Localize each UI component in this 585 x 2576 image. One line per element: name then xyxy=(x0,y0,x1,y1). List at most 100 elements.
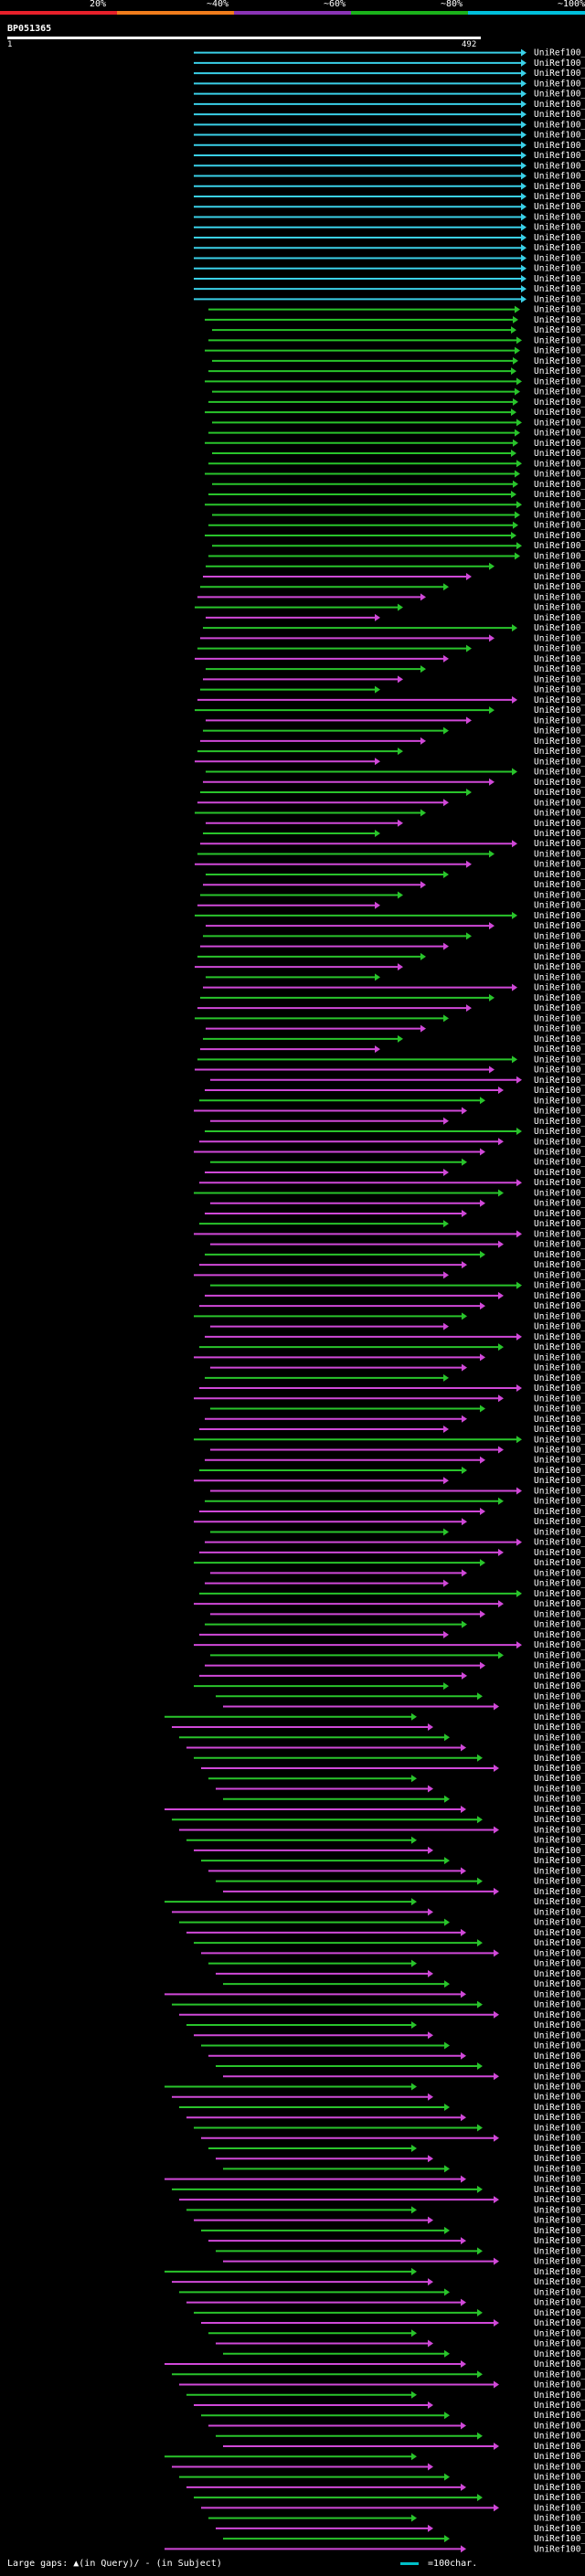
hit-label[interactable]: UniRef100_B4K0J9 xyxy=(534,1332,585,1342)
hit-label[interactable]: UniRef100_Q7NDB0 xyxy=(534,2514,585,2524)
hit-label[interactable]: UniRef100_C1FIP2 xyxy=(534,223,585,233)
hit-label[interactable]: UniRef100_B6G0D9 xyxy=(534,880,585,890)
hit-label[interactable]: UniRef100_B0CT11 xyxy=(534,1486,585,1496)
hit-label[interactable]: UniRef100_Q4DPF3 xyxy=(534,1579,585,1589)
hit-label[interactable]: UniRef100_C5DI68 xyxy=(534,2277,585,2287)
hit-label[interactable]: UniRef100_Q8YSD6 xyxy=(534,1836,585,1846)
hit-label[interactable]: UniRef100_Q7NJ67 xyxy=(534,2503,585,2513)
hit-label[interactable]: UniRef100_C5JIP0 xyxy=(534,788,585,798)
hit-label[interactable]: UniRef100_A6VSU6 xyxy=(534,1805,585,1815)
hit-label[interactable]: UniRef100_C4YB12 xyxy=(534,2287,585,2297)
hit-label[interactable]: UniRef100_UP1000... xyxy=(534,1373,585,1383)
hit-label[interactable]: UniRef100_Q4X1K0 xyxy=(534,551,585,561)
hit-label[interactable]: UniRef100_A7E2D7 xyxy=(534,664,585,674)
hit-label[interactable]: UniRef100_Q6FIC0 xyxy=(534,2257,585,2267)
hit-label[interactable]: UniRef100_C1G5K1 xyxy=(534,685,585,695)
hit-label[interactable]: UniRef100_Q8VMU3 xyxy=(534,1650,585,1660)
hit-label[interactable]: UniRef100_A6CLD9 xyxy=(534,2195,585,2205)
hit-label[interactable]: UniRef100_Q5EEV4 xyxy=(534,2452,585,2462)
hit-label[interactable]: UniRef100_A5E0N2 xyxy=(534,2093,585,2103)
hit-label[interactable]: UniRef100_Q0VPY4 xyxy=(534,1979,585,1989)
hit-label[interactable]: UniRef100_C4QH31 xyxy=(534,1363,585,1373)
hit-label[interactable]: UniRef100_Q1HAZ4 xyxy=(534,1497,585,1507)
hit-label[interactable]: UniRef100_A5DJR7 xyxy=(534,459,585,469)
hit-label[interactable]: UniRef100_Q8TRS3 xyxy=(534,1527,585,1537)
hit-label[interactable]: UniRef100_Q0IFE5 xyxy=(534,1322,585,1332)
hit-label[interactable]: UniRef100_C1LYT5 xyxy=(534,2154,585,2164)
hit-label[interactable]: UniRef100_UP1000... xyxy=(534,1394,585,1404)
hit-label[interactable]: UniRef100_B8C1D3 xyxy=(534,716,585,726)
hit-label[interactable]: UniRef100_B4W7Y0 xyxy=(534,1558,585,1568)
hit-label[interactable]: UniRef100_UP1000... xyxy=(534,1907,585,1917)
hit-label[interactable]: UniRef100_O74184 xyxy=(534,315,585,325)
hit-label[interactable]: UniRef100_A7BQY9 xyxy=(534,2349,585,2359)
hit-label[interactable]: UniRef100_C4R4L4 xyxy=(534,1774,585,1784)
hit-label[interactable]: UniRef100_Q5I0B4 xyxy=(534,1044,585,1055)
hit-label[interactable]: UniRef100_C5GFV1 xyxy=(534,798,585,808)
hit-label[interactable]: UniRef100_Q6FST8 xyxy=(534,356,585,366)
hit-label[interactable]: UniRef100_C7DGZ0 xyxy=(534,2175,585,2185)
hit-label[interactable]: UniRef100_A6QU37 xyxy=(534,674,585,684)
hit-label[interactable]: UniRef100_C5G0D7 xyxy=(534,757,585,767)
hit-label[interactable]: UniRef100_Q0CT88 xyxy=(534,705,585,716)
hit-label[interactable]: UniRef100_Q6CN00 xyxy=(534,2359,585,2369)
hit-label[interactable]: UniRef100_A9S574 xyxy=(534,2041,585,2051)
hit-label[interactable]: UniRef100_A6S2T5 xyxy=(534,1887,585,1897)
hit-label[interactable]: UniRef100_C5M313 xyxy=(534,439,585,449)
hit-label[interactable]: UniRef100_UP1000... xyxy=(534,1147,585,1157)
hit-label[interactable]: UniRef100_Q7S9K7 xyxy=(534,1681,585,1691)
hit-label[interactable]: UniRef100_C1D7B8 xyxy=(534,2000,585,2010)
hit-label[interactable]: UniRef100_C0S9Q2 xyxy=(534,1948,585,1958)
hit-label[interactable]: UniRef100_C1GYN4 xyxy=(534,809,585,819)
hit-label[interactable]: UniRef100_C9HB80 xyxy=(534,1538,585,1548)
hit-label[interactable]: UniRef100_B8N7D5 xyxy=(534,849,585,859)
hit-label[interactable]: UniRef100_UP1000... xyxy=(534,2483,585,2493)
hit-label[interactable]: UniRef100_A5DND9 xyxy=(534,521,585,531)
hit-label[interactable]: UniRef100_Q9ECJ1 xyxy=(534,1178,585,1188)
hit-label[interactable]: UniRef100_B7PB41 xyxy=(534,1291,585,1301)
hit-label[interactable]: UniRef100_C0NVS2 xyxy=(534,819,585,829)
hit-label[interactable]: UniRef100_B4FXU1 xyxy=(534,100,585,110)
hit-label[interactable]: UniRef100_UP1000... xyxy=(534,726,585,737)
hit-label[interactable]: UniRef100_B4PWK7 xyxy=(534,1127,585,1137)
hit-label[interactable]: UniRef100_Q9W328 xyxy=(534,1219,585,1229)
hit-label[interactable]: UniRef100_B3QCC8 xyxy=(534,2062,585,2072)
hit-label[interactable]: UniRef100_B4WRJ6 xyxy=(534,2010,585,2020)
hit-label[interactable]: UniRef100_C1VJU5 xyxy=(534,2369,585,2380)
hit-label[interactable]: UniRef100_B8K3C3 xyxy=(534,1959,585,1969)
hit-label[interactable]: UniRef100_UP1000... xyxy=(534,1918,585,1928)
hit-label[interactable]: UniRef100_C5VXI9 xyxy=(534,294,585,304)
hit-label[interactable]: UniRef100_B8P4B0 xyxy=(534,1446,585,1456)
hit-label[interactable]: UniRef100_Q7S6B9 xyxy=(534,613,585,623)
hit-label[interactable]: UniRef100_A6ZF06 xyxy=(534,1733,585,1743)
hit-label[interactable]: UniRef100_UP1000... xyxy=(534,993,585,1003)
hit-label[interactable]: UniRef100_UP1000... xyxy=(534,1107,585,1117)
hit-label[interactable]: UniRef100_C5E4B8 xyxy=(534,335,585,345)
hit-label[interactable]: UniRef100_Q6PA72 xyxy=(534,1065,585,1076)
hit-label[interactable]: UniRef100_B9PSI9 xyxy=(534,2144,585,2154)
hit-label[interactable]: UniRef100_C4JTJ7 xyxy=(534,1024,585,1034)
hit-label[interactable]: UniRef100_C6XXY8 xyxy=(534,1989,585,1999)
hit-label[interactable]: UniRef100_E3KNS6 xyxy=(534,747,585,757)
hit-label[interactable]: UniRef100_B6K7N5 xyxy=(534,644,585,654)
hit-label[interactable]: UniRef100_Q4P3X7 xyxy=(534,942,585,952)
hit-label[interactable]: UniRef100_B2TY52 xyxy=(534,1352,585,1362)
hit-label[interactable]: UniRef100_B3NT57 xyxy=(534,1209,585,1219)
hit-label[interactable]: UniRef100_B0UL01 xyxy=(534,1640,585,1650)
hit-label[interactable]: UniRef100_Q2N7Z8 xyxy=(534,2051,585,2062)
hit-label[interactable]: UniRef100_UP1000... xyxy=(534,2103,585,2113)
hit-label[interactable]: UniRef100_B7FIZ0 xyxy=(534,172,585,182)
hit-label[interactable]: UniRef100_A7TIX6 xyxy=(534,654,585,664)
hit-label[interactable]: UniRef100_Q59X90 xyxy=(534,429,585,439)
hit-label[interactable]: UniRef100_C6TD87 xyxy=(534,58,585,69)
hit-label[interactable]: UniRef100_UP1000... xyxy=(534,1260,585,1270)
hit-label[interactable]: UniRef100_C5NS45 xyxy=(534,890,585,900)
hit-label[interactable]: UniRef100_A1BER4 xyxy=(534,1599,585,1609)
hit-label[interactable]: UniRef100_C5M2X1 xyxy=(534,2164,585,2174)
hit-label[interactable]: UniRef100_C5GG75 xyxy=(534,633,585,643)
hit-label[interactable]: UniRef100_B4YJX3 xyxy=(534,1795,585,1805)
hit-label[interactable]: UniRef100_UP1000... xyxy=(534,572,585,582)
hit-label[interactable]: UniRef100_A8JDD2 xyxy=(534,233,585,243)
hit-label[interactable]: UniRef100_Q2UB00 xyxy=(534,623,585,633)
hit-label[interactable]: UniRef100_A6RBI6 xyxy=(534,860,585,870)
